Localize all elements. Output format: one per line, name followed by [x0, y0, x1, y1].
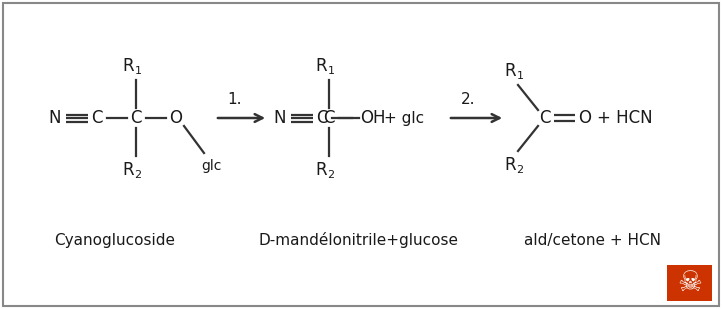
Text: 1: 1: [328, 66, 334, 76]
Text: O: O: [578, 109, 591, 127]
Text: C: C: [539, 109, 551, 127]
Text: 2.: 2.: [461, 92, 475, 108]
Text: C: C: [91, 109, 103, 127]
Text: 1: 1: [516, 71, 523, 81]
Text: C: C: [316, 109, 328, 127]
Text: 2: 2: [328, 170, 334, 180]
Text: + glc: + glc: [384, 111, 424, 125]
Text: R: R: [504, 156, 516, 174]
Text: R: R: [316, 161, 327, 179]
Text: 2: 2: [134, 170, 142, 180]
Text: 1: 1: [134, 66, 142, 76]
Text: R: R: [122, 57, 134, 75]
Text: Cyanoglucoside: Cyanoglucoside: [54, 232, 175, 248]
Text: + HCN: + HCN: [597, 109, 653, 127]
Text: 1.: 1.: [227, 92, 243, 108]
Text: ☠: ☠: [677, 269, 702, 297]
Text: C: C: [323, 109, 335, 127]
Text: R: R: [504, 62, 516, 80]
Text: O: O: [170, 109, 183, 127]
Text: R: R: [316, 57, 327, 75]
Bar: [667, 265, 712, 301]
Text: N: N: [49, 109, 61, 127]
Text: ald/cetone + HCN: ald/cetone + HCN: [523, 232, 661, 248]
Text: 2: 2: [516, 165, 523, 175]
Text: R: R: [122, 161, 134, 179]
Text: D-mandélonitrile+glucose: D-mandélonitrile+glucose: [258, 232, 458, 248]
Text: C: C: [130, 109, 142, 127]
Text: N: N: [274, 109, 286, 127]
Text: OH: OH: [360, 109, 386, 127]
Text: glc: glc: [201, 159, 221, 173]
